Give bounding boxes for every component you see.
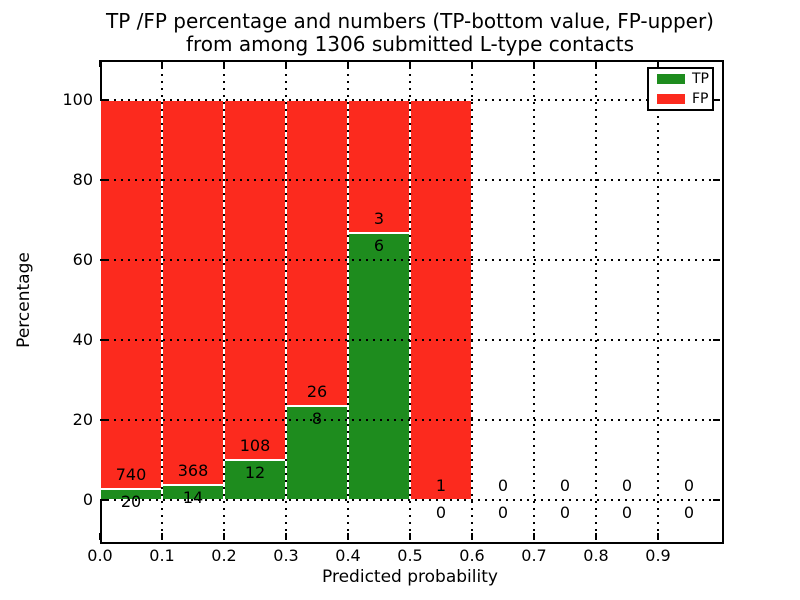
legend-tp-label: TP: [692, 71, 709, 87]
legend-fp-label: FP: [692, 91, 709, 107]
x-tick-label: 0.1: [149, 546, 175, 565]
y-axis-label: Percentage: [14, 252, 34, 348]
chart-title-line1: TP /FP percentage and numbers (TP-bottom…: [106, 9, 714, 33]
x-tick-label: 0.9: [645, 546, 671, 565]
chart-title-line2: from among 1306 submitted L-type contact…: [185, 32, 635, 56]
legend-item-fp: FP: [657, 91, 712, 108]
x-tick-label: 0.3: [273, 546, 299, 565]
y-tick-label: 80: [72, 170, 93, 189]
x-tick-label: 0.5: [397, 546, 423, 565]
x-tick-label: 0.2: [211, 546, 237, 565]
y-tick-label: 0: [82, 490, 93, 509]
legend: TP FP: [647, 67, 714, 111]
x-tick-label: 0.0: [87, 546, 113, 565]
x-tick-label: 0.7: [521, 546, 547, 565]
y-tick-label: 60: [72, 250, 93, 269]
plot-area: [100, 60, 724, 544]
legend-tp-swatch: [657, 74, 685, 84]
x-tick-label: 0.6: [459, 546, 485, 565]
legend-fp-swatch: [657, 94, 685, 104]
x-tick-label: 0.8: [583, 546, 609, 565]
chart-title: TP /FP percentage and numbers (TP-bottom…: [100, 10, 720, 56]
x-tick-label: 0.4: [335, 546, 361, 565]
y-tick-label: 20: [72, 410, 93, 429]
y-tick-label: 40: [72, 330, 93, 349]
y-tick-label: 100: [62, 90, 93, 109]
x-axis-label: Predicted probability: [322, 567, 498, 587]
legend-item-tp: TP: [657, 71, 712, 88]
